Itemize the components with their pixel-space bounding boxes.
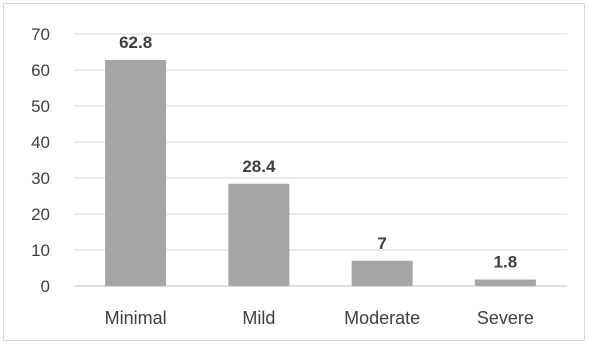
- data-label: 7: [377, 234, 386, 253]
- category-label: Mild: [242, 308, 275, 328]
- y-tick-label: 10: [31, 241, 50, 260]
- bar-minimal: [105, 59, 167, 286]
- category-label: Moderate: [344, 308, 420, 328]
- bar-moderate: [351, 260, 413, 286]
- y-tick-label: 50: [31, 97, 50, 116]
- bar-severe: [474, 279, 536, 286]
- category-label: Minimal: [105, 308, 167, 328]
- y-tick-label: 0: [41, 277, 50, 296]
- bars: [105, 59, 536, 286]
- y-tick-label: 40: [31, 133, 50, 152]
- y-tick-label: 20: [31, 205, 50, 224]
- y-axis-ticks: 0 10 20 30 40 50 60 70: [31, 25, 50, 296]
- bar-mild: [228, 183, 290, 286]
- data-label: 1.8: [494, 253, 518, 272]
- y-tick-label: 30: [31, 169, 50, 188]
- y-tick-label: 60: [31, 61, 50, 80]
- data-label: 28.4: [242, 157, 276, 176]
- y-tick-label: 70: [31, 25, 50, 44]
- data-label: 62.8: [119, 33, 152, 52]
- category-label: Severe: [477, 308, 534, 328]
- data-labels: 62.8 28.4 7 1.8: [119, 33, 517, 272]
- x-axis-categories: Minimal Mild Moderate Severe: [105, 308, 534, 328]
